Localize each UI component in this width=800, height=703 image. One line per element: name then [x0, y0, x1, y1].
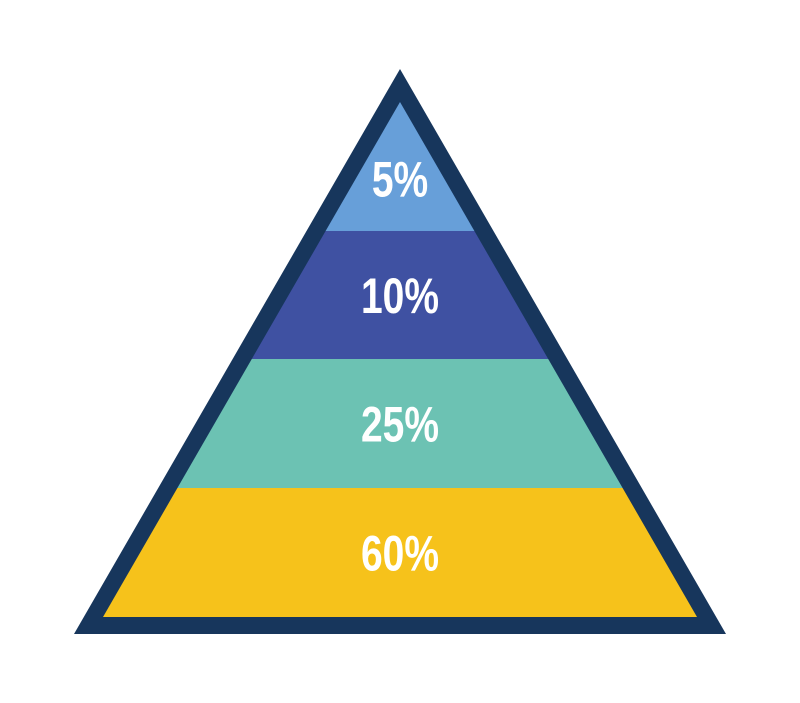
- pyramid-level-1: [325, 102, 475, 231]
- pyramid-level-2: [251, 231, 549, 359]
- pyramid-level-4: [103, 488, 697, 617]
- pyramid-level-label: 5%: [372, 151, 428, 208]
- pyramid-level-label: 25%: [361, 396, 439, 453]
- pyramid-level-3: [177, 359, 623, 488]
- pyramid-level-label: 60%: [361, 525, 439, 582]
- pyramid-level-label: 10%: [361, 267, 439, 324]
